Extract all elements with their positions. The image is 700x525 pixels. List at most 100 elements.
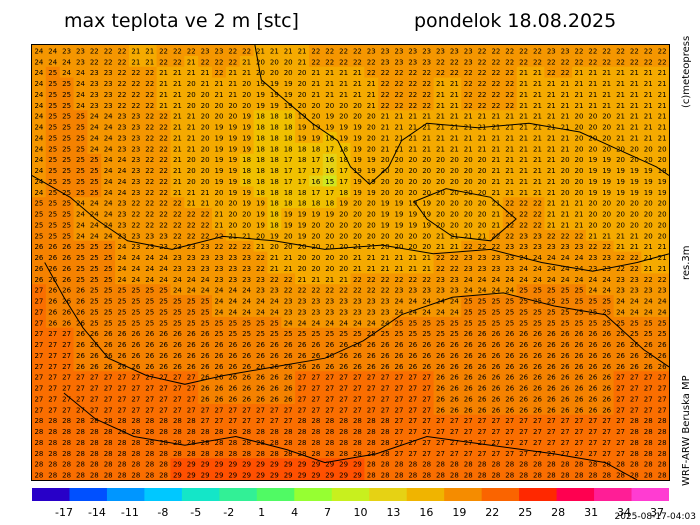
temp-cell bbox=[475, 240, 490, 253]
temp-value: 25 bbox=[62, 80, 71, 88]
temp-cell bbox=[128, 316, 144, 329]
temp-cell bbox=[488, 121, 504, 133]
temp-cell bbox=[558, 295, 573, 307]
temp-value: 22 bbox=[367, 69, 376, 77]
temp-cell bbox=[308, 88, 324, 100]
temp-value: 19 bbox=[616, 189, 625, 197]
temp-cell bbox=[198, 273, 213, 285]
temp-value: 25 bbox=[34, 211, 43, 219]
temp-value: 28 bbox=[478, 461, 487, 469]
temp-cell bbox=[45, 229, 61, 242]
temp-cell bbox=[585, 88, 601, 100]
temp-cell bbox=[599, 403, 615, 416]
temp-value: 27 bbox=[159, 406, 168, 414]
temp-cell bbox=[73, 284, 88, 296]
temp-cell bbox=[530, 393, 545, 405]
temp-value: 20 bbox=[575, 178, 584, 186]
temp-value: 18 bbox=[270, 200, 279, 208]
temp-cell bbox=[641, 360, 656, 372]
temp-value: 27 bbox=[505, 417, 514, 425]
temp-cell bbox=[267, 164, 282, 177]
temp-value: 19 bbox=[228, 189, 237, 197]
temp-cell bbox=[447, 164, 462, 177]
temp-value: 24 bbox=[48, 47, 57, 55]
temp-cell bbox=[627, 142, 642, 155]
temp-cell bbox=[198, 469, 213, 480]
temp-value: 20 bbox=[270, 243, 279, 251]
temp-value: 24 bbox=[104, 156, 113, 164]
temp-value: 20 bbox=[201, 91, 210, 99]
temp-cell bbox=[128, 338, 144, 351]
temp-cell bbox=[184, 77, 199, 90]
temp-cell bbox=[156, 208, 172, 220]
temp-cell bbox=[447, 425, 462, 438]
temp-value: 21 bbox=[422, 124, 431, 132]
temp-cell bbox=[184, 447, 199, 459]
temp-cell bbox=[142, 240, 158, 253]
temp-cell bbox=[142, 382, 158, 394]
temp-value: 21 bbox=[519, 178, 528, 186]
temp-value: 24 bbox=[616, 298, 625, 306]
temp-value: 24 bbox=[118, 167, 127, 175]
temp-value: 29 bbox=[284, 472, 293, 480]
temp-value: 20 bbox=[422, 178, 431, 186]
temp-value: 21 bbox=[187, 124, 196, 132]
temp-value: 23 bbox=[242, 254, 251, 262]
temp-cell bbox=[32, 306, 47, 318]
temp-value: 25 bbox=[104, 308, 113, 316]
temp-value: 24 bbox=[644, 308, 653, 316]
temp-value: 20 bbox=[464, 156, 473, 164]
temp-cell bbox=[544, 273, 559, 285]
temp-value: 28 bbox=[201, 439, 210, 447]
temp-cell bbox=[502, 88, 518, 100]
temp-cell bbox=[170, 55, 185, 68]
temp-value: 22 bbox=[381, 69, 390, 77]
temp-value: 21 bbox=[201, 189, 210, 197]
temp-cell bbox=[225, 55, 241, 68]
temp-cell bbox=[405, 110, 421, 122]
temp-value: 26 bbox=[436, 352, 445, 360]
temp-cell bbox=[641, 88, 656, 100]
temp-cell bbox=[572, 393, 587, 405]
temp-value: 25 bbox=[588, 308, 597, 316]
temp-value: 22 bbox=[173, 232, 182, 240]
temp-value: 26 bbox=[187, 352, 196, 360]
temp-value: 27 bbox=[395, 439, 404, 447]
temp-value: 22 bbox=[339, 47, 348, 55]
temp-cell bbox=[405, 66, 421, 79]
temp-value: 28 bbox=[228, 439, 237, 447]
temp-value: 27 bbox=[408, 385, 417, 393]
temp-value: 26 bbox=[311, 341, 320, 349]
temp-value: 28 bbox=[228, 428, 237, 436]
temp-value: 27 bbox=[311, 374, 320, 382]
temp-cell bbox=[156, 175, 172, 187]
temp-value: 25 bbox=[491, 319, 500, 327]
temp-value: 20 bbox=[339, 211, 348, 219]
temp-cell bbox=[641, 110, 656, 122]
temp-value: 28 bbox=[173, 450, 182, 458]
temp-value: 21 bbox=[547, 134, 556, 142]
temp-cell bbox=[156, 142, 172, 155]
temp-cell bbox=[184, 338, 199, 351]
temp-cell bbox=[295, 142, 310, 155]
temp-value: 26 bbox=[131, 352, 140, 360]
temp-cell bbox=[32, 338, 47, 351]
temp-cell bbox=[225, 251, 241, 264]
temp-value: 24 bbox=[658, 308, 667, 316]
temp-value: 24 bbox=[533, 254, 542, 262]
temp-value: 26 bbox=[173, 352, 182, 360]
temp-cell bbox=[253, 295, 269, 307]
temp-value: 21 bbox=[173, 69, 182, 77]
temp-cell bbox=[585, 153, 601, 166]
temp-cell bbox=[516, 219, 532, 231]
temp-value: 25 bbox=[644, 319, 653, 327]
temp-cell bbox=[641, 66, 656, 79]
temp-cell bbox=[142, 77, 158, 90]
temp-value: 27 bbox=[367, 385, 376, 393]
temp-cell bbox=[572, 208, 587, 220]
temp-cell bbox=[101, 45, 116, 57]
temp-value: 23 bbox=[505, 265, 514, 273]
temp-cell bbox=[45, 382, 61, 394]
temp-cell bbox=[73, 458, 88, 470]
temp-value: 18 bbox=[311, 200, 320, 208]
